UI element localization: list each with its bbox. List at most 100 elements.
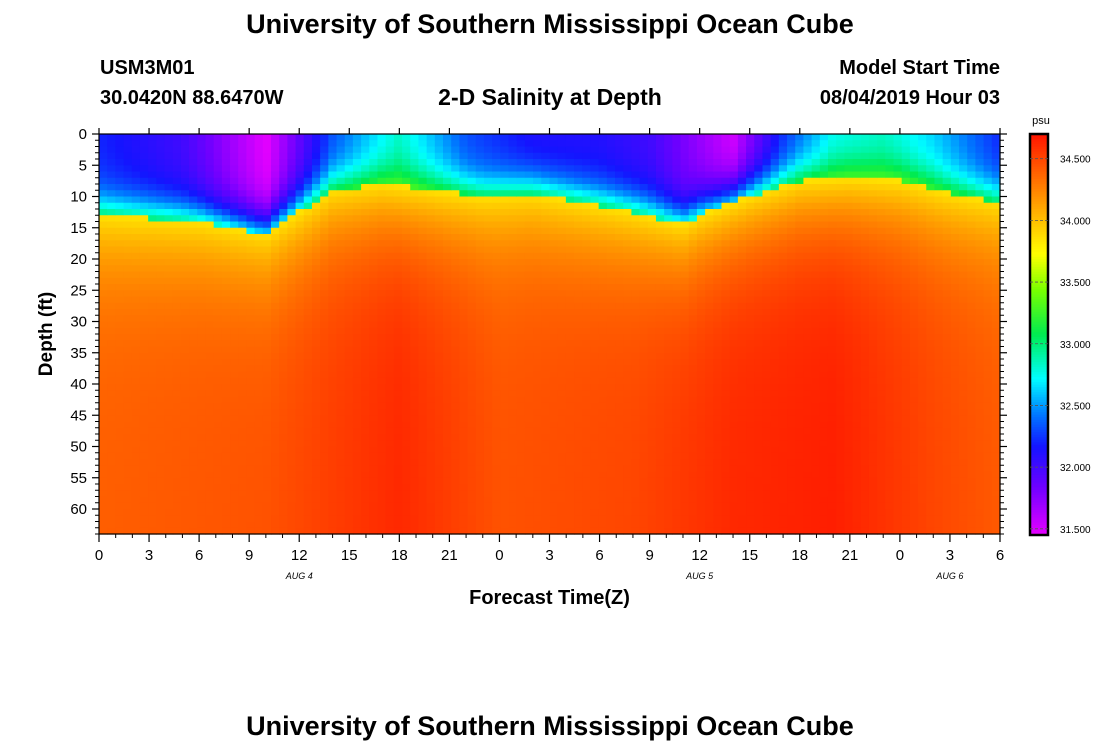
heatmap-cell bbox=[647, 184, 657, 191]
heatmap-cell bbox=[328, 271, 338, 279]
heatmap-cell bbox=[230, 490, 239, 498]
heatmap-cell bbox=[574, 315, 583, 323]
heatmap-cell bbox=[565, 246, 575, 254]
heatmap-cell bbox=[180, 134, 190, 141]
heatmap-cell bbox=[271, 152, 280, 160]
heatmap-cell bbox=[115, 352, 125, 360]
heatmap-cell bbox=[590, 177, 600, 185]
heatmap-cell bbox=[606, 484, 616, 491]
heatmap-cell bbox=[541, 259, 551, 266]
heatmap-cell bbox=[574, 184, 583, 191]
heatmap-cell bbox=[262, 227, 272, 235]
heatmap-cell bbox=[180, 159, 190, 166]
heatmap-cell bbox=[541, 415, 551, 423]
heatmap-cell bbox=[246, 496, 256, 504]
heatmap-cell bbox=[377, 365, 387, 373]
heatmap-cell bbox=[713, 434, 723, 441]
heatmap-cell bbox=[721, 184, 731, 191]
heatmap-cell bbox=[705, 452, 714, 460]
heatmap-cell bbox=[549, 177, 559, 185]
heatmap-cell bbox=[115, 240, 125, 248]
heatmap-cell bbox=[672, 340, 682, 348]
heatmap-cell bbox=[402, 271, 411, 279]
heatmap-cell bbox=[655, 315, 665, 323]
heatmap-cell bbox=[385, 496, 395, 504]
heatmap-cell bbox=[361, 446, 370, 454]
heatmap-cell bbox=[713, 496, 723, 504]
heatmap-cell bbox=[172, 346, 182, 354]
heatmap-cell bbox=[582, 196, 592, 204]
heatmap-cell bbox=[451, 159, 460, 166]
heatmap-cell bbox=[467, 502, 477, 510]
heatmap-cell bbox=[590, 265, 600, 273]
heatmap-cell bbox=[139, 471, 149, 479]
heatmap-cell bbox=[230, 409, 239, 416]
heatmap-cell bbox=[246, 246, 256, 254]
heatmap-cell bbox=[623, 496, 633, 504]
heatmap-cell bbox=[483, 302, 493, 310]
heatmap-cell bbox=[238, 390, 248, 398]
heatmap-cell bbox=[713, 134, 723, 141]
heatmap-cell bbox=[344, 296, 354, 304]
heatmap-cell bbox=[189, 527, 198, 535]
heatmap-cell bbox=[148, 196, 157, 204]
heatmap-cell bbox=[287, 402, 297, 410]
heatmap-cell bbox=[287, 321, 297, 329]
heatmap-cell bbox=[213, 415, 223, 423]
heatmap-cell bbox=[475, 152, 485, 160]
heatmap-cell bbox=[524, 327, 534, 335]
heatmap-cell bbox=[533, 490, 542, 498]
heatmap-cell bbox=[410, 140, 420, 148]
heatmap-cell bbox=[246, 165, 256, 173]
heatmap-cell bbox=[131, 271, 141, 279]
heatmap-cell bbox=[582, 452, 592, 460]
heatmap-cell bbox=[672, 459, 682, 466]
heatmap-cell bbox=[639, 346, 649, 354]
heatmap-cell bbox=[230, 402, 239, 410]
heatmap-cell bbox=[352, 152, 362, 160]
heatmap-cell bbox=[189, 490, 198, 498]
heatmap-cell bbox=[443, 165, 452, 173]
heatmap-cell bbox=[115, 159, 125, 166]
heatmap-cell bbox=[557, 484, 567, 491]
heatmap-cell bbox=[303, 265, 313, 273]
heatmap-cell bbox=[647, 284, 657, 291]
heatmap-cell bbox=[467, 246, 477, 254]
heatmap-cell bbox=[271, 327, 280, 335]
heatmap-cell bbox=[287, 440, 297, 448]
heatmap-cell bbox=[467, 440, 477, 448]
heatmap-cell bbox=[680, 434, 690, 441]
heatmap-cell bbox=[713, 327, 723, 335]
heatmap-cell bbox=[311, 271, 321, 279]
heatmap-cell bbox=[524, 177, 534, 185]
heatmap-cell bbox=[164, 340, 174, 348]
heatmap-cell bbox=[197, 390, 207, 398]
heatmap-cell bbox=[533, 209, 542, 216]
heatmap-cell bbox=[623, 521, 633, 529]
heatmap-cell bbox=[385, 259, 395, 266]
heatmap-cell bbox=[655, 321, 665, 329]
heatmap-cell bbox=[369, 396, 379, 404]
heatmap-cell bbox=[410, 240, 420, 248]
heatmap-cell bbox=[246, 315, 256, 323]
heatmap-cell bbox=[139, 252, 149, 260]
heatmap-cell bbox=[197, 415, 207, 423]
heatmap-cell bbox=[524, 377, 534, 385]
heatmap-cell bbox=[213, 396, 223, 404]
heatmap-cell bbox=[721, 515, 731, 523]
heatmap-cell bbox=[557, 321, 567, 329]
heatmap-cell bbox=[729, 184, 739, 191]
heatmap-cell bbox=[549, 221, 559, 229]
heatmap-cell bbox=[320, 490, 329, 498]
heatmap-cell bbox=[615, 302, 624, 310]
heatmap-cell bbox=[475, 471, 485, 479]
heatmap-cell bbox=[279, 415, 288, 423]
heatmap-cell bbox=[221, 502, 231, 510]
heatmap-cell bbox=[459, 296, 469, 304]
heatmap-cell bbox=[557, 302, 567, 310]
heatmap-cell bbox=[443, 146, 452, 154]
heatmap-cell bbox=[483, 340, 493, 348]
heatmap-cell bbox=[524, 259, 534, 266]
heatmap-cell bbox=[729, 227, 739, 235]
heatmap-cell bbox=[664, 202, 673, 210]
